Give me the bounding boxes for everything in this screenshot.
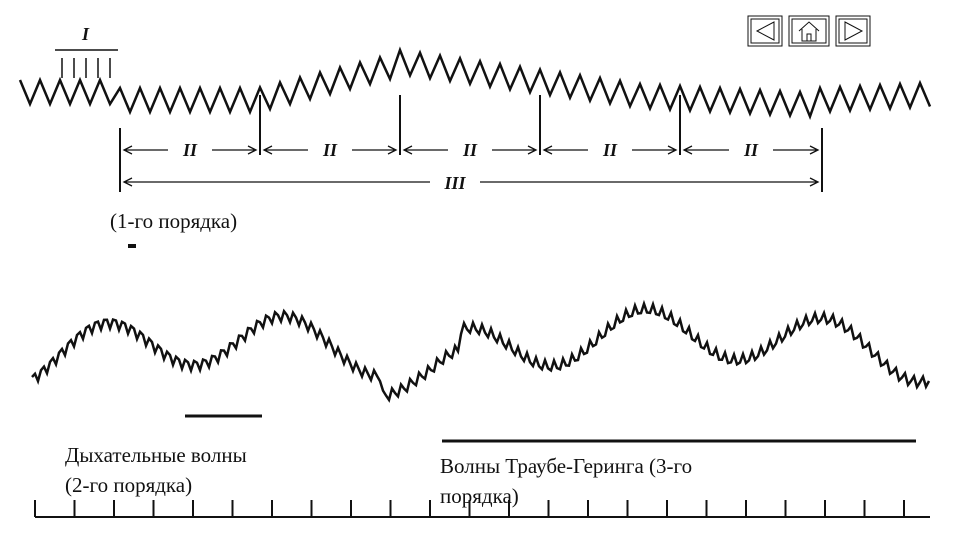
time-marker — [34, 500, 930, 518]
label-second: II — [182, 140, 198, 160]
arrow — [542, 145, 678, 155]
label-second: II — [462, 140, 478, 160]
next-button[interactable] — [835, 15, 871, 47]
interval-markers: II II II II II — [119, 95, 823, 192]
arrow — [682, 145, 820, 155]
home-button[interactable] — [788, 15, 830, 47]
first-order-wave — [18, 46, 932, 121]
label-third: III — [443, 173, 466, 193]
arrow — [122, 177, 820, 187]
caption-traube-1: Волны Траубе-Геринга (3-го — [440, 454, 692, 478]
label-first: I — [81, 24, 90, 44]
arrow — [402, 145, 538, 155]
prev-button[interactable] — [747, 15, 783, 47]
caption-respiratory-2: (2-го порядка) — [65, 473, 192, 497]
mark — [128, 244, 136, 248]
arrow — [262, 145, 398, 155]
first-order-bracket — [55, 49, 118, 78]
caption-first-order: (1-го порядка) — [110, 209, 237, 233]
caption-traube-2: порядка) — [440, 484, 519, 508]
navigation — [747, 15, 871, 47]
label-second: II — [743, 140, 759, 160]
label-second: II — [322, 140, 338, 160]
arrow — [122, 145, 258, 155]
label-second: II — [602, 140, 618, 160]
pressure-wave — [31, 299, 931, 403]
caption-respiratory-1: Дыхательные волны — [65, 443, 247, 467]
